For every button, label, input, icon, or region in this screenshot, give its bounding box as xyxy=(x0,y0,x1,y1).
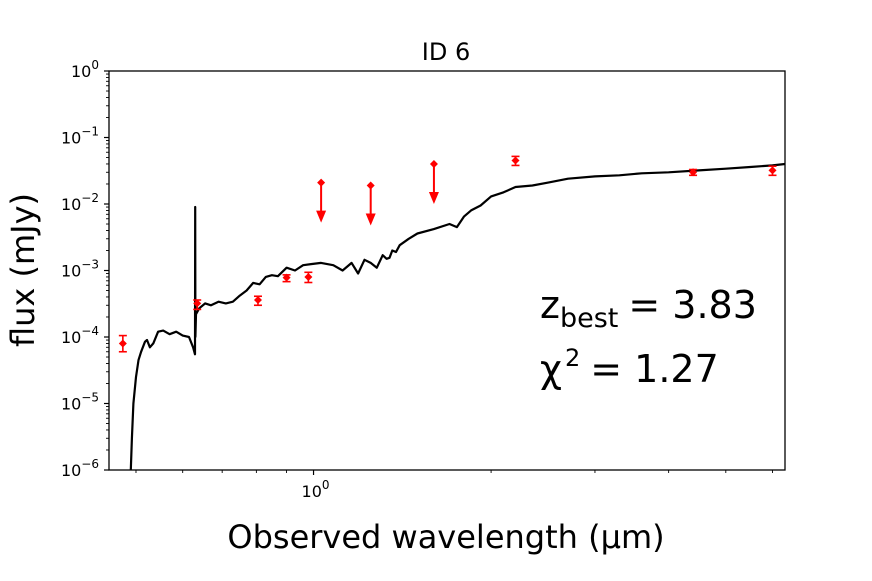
chi2-annotation: χ 2 = 1.27 xyxy=(540,344,719,391)
y-axis-label: flux (mJy) xyxy=(4,193,42,347)
y-tick-label-exponent: −1 xyxy=(81,125,99,139)
x-tick-label-exponent: 0 xyxy=(322,478,330,492)
y-tick-label-base: 10 xyxy=(61,461,81,480)
y-tick-label: 10−5 xyxy=(61,391,99,414)
detection-point xyxy=(511,156,520,165)
detection-point xyxy=(193,299,202,308)
upper-limit-arrow-head xyxy=(316,210,327,223)
y-tick-label: 10−2 xyxy=(61,191,99,214)
plot-frame xyxy=(108,70,786,471)
detection-point xyxy=(118,339,127,348)
y-tick-label: 10−4 xyxy=(61,324,99,347)
upper-limit-arrow-head xyxy=(428,191,439,204)
z-subscript: best xyxy=(560,303,618,334)
y-tick-label-base: 10 xyxy=(71,62,91,81)
y-tick-label-exponent: −3 xyxy=(81,258,99,272)
detection-point xyxy=(282,273,291,282)
detection-point xyxy=(304,272,313,281)
y-tick-label-base: 10 xyxy=(61,195,81,214)
y-tick-label: 10−6 xyxy=(61,457,99,480)
chart-title: ID 6 xyxy=(422,38,470,66)
x-tick-label: 100 xyxy=(302,478,330,501)
y-tick-label: 100 xyxy=(71,58,99,81)
y-tick-label-base: 10 xyxy=(61,395,81,414)
detection-point xyxy=(768,166,777,175)
y-tick-label-exponent: −4 xyxy=(81,324,99,338)
y-tick-label: 10−1 xyxy=(61,125,99,148)
y-tick-label-exponent: −2 xyxy=(81,191,99,205)
z-value: = 3.83 xyxy=(628,283,757,327)
y-tick-label-base: 10 xyxy=(61,262,81,281)
z-best-annotation: zbest = 3.83 xyxy=(540,283,757,334)
y-tick-label-base: 10 xyxy=(61,129,81,148)
y-tick-label-exponent: 0 xyxy=(91,58,99,72)
chi-superscript: 2 xyxy=(565,344,580,372)
upper-limit-arrow-head xyxy=(365,213,376,226)
y-tick-label: 10−3 xyxy=(61,258,99,281)
y-tick-label-base: 10 xyxy=(61,328,81,347)
chart-marks xyxy=(118,155,786,471)
x-axis-label: Observed wavelength (µm) xyxy=(227,518,664,556)
detection-point xyxy=(689,168,698,177)
y-tick-label-exponent: −6 xyxy=(81,457,99,471)
model-sed-line xyxy=(129,162,786,471)
x-axis-ticks: 100 xyxy=(135,470,773,501)
chi-value: = 1.27 xyxy=(590,347,719,391)
x-tick-label-base: 10 xyxy=(302,482,322,501)
chi-symbol: χ xyxy=(540,347,562,391)
y-tick-label-exponent: −5 xyxy=(81,391,99,405)
detection-point xyxy=(253,296,262,305)
z-symbol: z xyxy=(540,283,560,327)
